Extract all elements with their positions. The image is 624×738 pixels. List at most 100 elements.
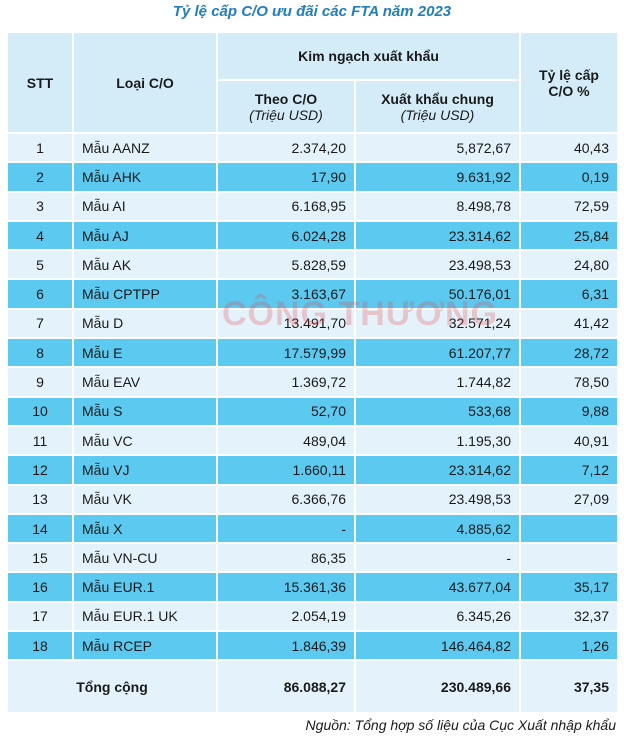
cell: 4.885,62 (354, 512, 521, 545)
cell: 23.498,53 (354, 483, 521, 515)
row: 15 Mẫu VN-CU 86,35- (6, 542, 619, 574)
cell: 40,91 (519, 424, 619, 457)
row: 9 Mẫu EAV 1.369,72 1.744,82 78,50 (6, 366, 619, 398)
header-cell: Xuất khẩu chung (Triệu USD) (354, 79, 521, 134)
cell: Mẫu AHK (72, 161, 218, 193)
cell: Mẫu AJ (72, 219, 218, 252)
cell: 8 (6, 337, 74, 369)
cell (519, 542, 619, 574)
cell: 61.207,77 (354, 337, 521, 369)
cell: 15.361,36 (216, 571, 356, 603)
cell: 3.163,67 (216, 278, 356, 310)
title: Tỷ lệ cấp C/O ưu đãi các FTA năm 2023 (172, 3, 452, 20)
cell: 5.828,59 (216, 249, 356, 281)
cell: 6,31 (519, 278, 619, 310)
cell: 32.571,24 (354, 307, 521, 340)
header-row: Theo C/O (Triệu USD) Xuất khẩu chung (Triệ… (7, 79, 618, 134)
row: 4 Mẫu AJ 6.024,28 23.314,62 25,84 (6, 219, 619, 252)
cell: 3 (6, 190, 74, 222)
cell: 1.195,30 (354, 424, 521, 457)
header-cell: Kim ngạch xuất khẩu (216, 31, 521, 81)
header-unit: (Triệu USD) (400, 106, 475, 123)
cell: 27,09 (519, 483, 619, 515)
cell: 6.345,26 (354, 600, 521, 633)
cell: 8.498,78 (354, 190, 521, 222)
cell: 1 (6, 131, 74, 164)
cell: 533,68 (354, 395, 521, 427)
cell: 24,80 (519, 249, 619, 281)
cell: Mẫu S (72, 395, 218, 427)
cell: 23.314,62 (354, 219, 521, 252)
cell: - (354, 542, 521, 574)
header-unit: (Triệu USD) (249, 106, 323, 123)
cell: 23.498,53 (354, 249, 521, 281)
cell: 1.660,11 (216, 454, 356, 486)
header-cell: Tỷ lệ cấp C/O % (519, 31, 619, 134)
cell: 6.168,95 (216, 190, 356, 222)
cell: 52,70 (216, 395, 356, 427)
cell: Mẫu CPTPP (72, 278, 218, 310)
total-cell: 86.088,27 (216, 659, 356, 715)
cell: 15 (6, 542, 74, 574)
row: 17 Mẫu EUR.1 UK 2.054,19 6.345,26 32,37 (6, 600, 619, 633)
total-cell: 230.489,66 (354, 659, 521, 715)
cell (519, 512, 619, 545)
cell: 16 (6, 571, 74, 603)
source: Nguồn: Tổng hợp số liệu của Cục Xuất nhậ… (305, 717, 616, 733)
cell: 2 (6, 161, 74, 193)
cell: Mẫu EAV (72, 366, 218, 398)
cell: 2.374,20 (216, 131, 356, 164)
cell: 13 (6, 483, 74, 515)
cell: Mẫu VK (72, 483, 218, 515)
cell: 14 (6, 512, 74, 545)
row: 8 Mẫu E 17.579,99 61.207,77 28,72 (6, 337, 619, 369)
cell: 6.366,76 (216, 483, 356, 515)
cell: Mẫu VN-CU (72, 542, 218, 574)
cell: 50.176,01 (354, 278, 521, 310)
cell: 146.464,82 (354, 630, 521, 662)
header-text: Theo C/O (254, 90, 318, 107)
cell: Mẫu E (72, 337, 218, 369)
cell: Mẫu AI (72, 190, 218, 222)
cell: 5,872,67 (354, 131, 521, 164)
cell: 1.846,39 (216, 630, 356, 662)
cell: 32,37 (519, 600, 619, 633)
cell: - (216, 512, 356, 545)
row: 14 Mẫu X -4.885,62 (6, 512, 619, 545)
cell: Mẫu X (72, 512, 218, 545)
cell: 28,72 (519, 337, 619, 369)
watermark: CÔNG THƯƠNG (222, 295, 498, 333)
cell: 5 (6, 249, 74, 281)
cell: 0,19 (519, 161, 619, 193)
table: STT Loại C/O Kim ngạch xuất khẩu Tỷ lệ c… (6, 31, 619, 715)
cell: 6 (6, 278, 74, 310)
row: 11 Mẫu VC 489,04 1.195,30 40,91 (6, 424, 619, 457)
cell: 17,90 (216, 161, 356, 193)
cell: Mẫu RCEP (72, 630, 218, 662)
cell: 78,50 (519, 366, 619, 398)
cell: 25,84 (519, 219, 619, 252)
row: 7 Mẫu D 13.491,70 32.571,24 41,42 (6, 307, 619, 340)
cell: 23.314,62 (354, 454, 521, 486)
row: 5 Mẫu AK 5.828,59 23.498,53 24,80 (6, 249, 619, 281)
cell: 72,59 (519, 190, 619, 222)
cell: 9.631,92 (354, 161, 521, 193)
header-cell: STT (6, 31, 74, 134)
cell: 9 (6, 366, 74, 398)
cell: 17.579,99 (216, 337, 356, 369)
row: 16 Mẫu EUR.1 15.361,36 43.677,04 35,17 (6, 571, 619, 603)
cell: 35,17 (519, 571, 619, 603)
header-cell: Loại C/O (72, 31, 218, 134)
header-cell: Theo C/O (Triệu USD) (216, 79, 356, 134)
row: 10 Mẫu S 52,70 533,68 9,88 (6, 395, 619, 427)
table-head: STT Loại C/O Kim ngạch xuất khẩu Tỷ lệ c… (6, 31, 619, 134)
cell: Mẫu VJ (72, 454, 218, 486)
row: 3 Mẫu AI 6.168,95 8.498,78 72,59 (6, 190, 619, 222)
cell: 2.054,19 (216, 600, 356, 633)
cell: 43.677,04 (354, 571, 521, 603)
header-row: STT Loại C/O Kim ngạch xuất khẩu Tỷ lệ c… (6, 31, 619, 134)
cell: Mẫu D (72, 307, 218, 340)
total-label: Tổng cộng (6, 659, 218, 715)
